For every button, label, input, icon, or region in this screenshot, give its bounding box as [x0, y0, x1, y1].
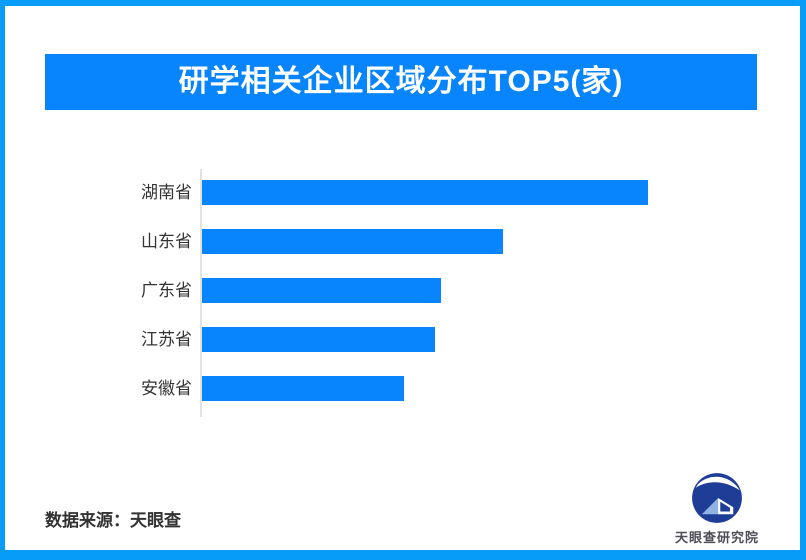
brand-logo: 天眼查研究院: [661, 472, 773, 546]
tianyancha-logo-icon: [692, 473, 742, 523]
category-label: 山东省: [141, 232, 192, 251]
bar-安徽省: [202, 376, 404, 401]
brand-logo-text: 天眼查研究院: [674, 530, 759, 545]
y-axis-line: [200, 169, 202, 417]
chart-title-banner: 研学相关企业区域分布TOP5(家): [45, 54, 757, 110]
bar-山东省: [202, 229, 503, 254]
category-label: 安徽省: [141, 379, 192, 398]
bar-广东省: [202, 278, 441, 303]
category-label: 广东省: [141, 281, 192, 300]
data-source-label: 数据来源：天眼查: [45, 511, 181, 530]
category-label: 江苏省: [141, 330, 192, 349]
category-label: 湖南省: [141, 183, 192, 202]
bar-江苏省: [202, 327, 435, 352]
chart-title: 研学相关企业区域分布TOP5(家): [178, 65, 624, 98]
bar-湖南省: [202, 180, 648, 205]
